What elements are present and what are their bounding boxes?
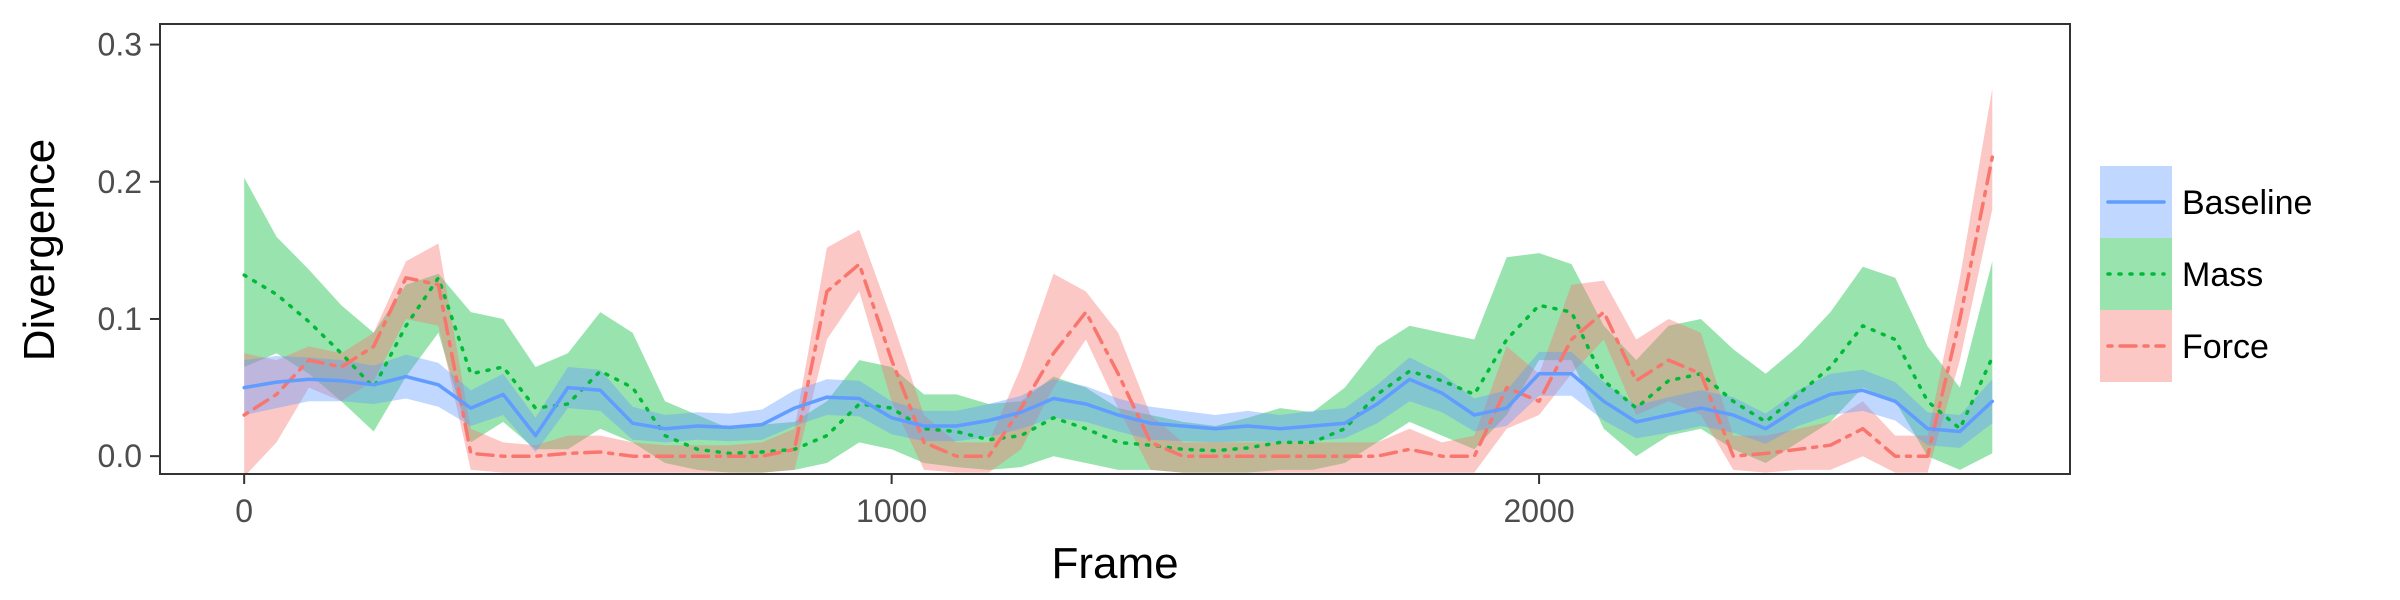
legend-label: Mass: [2182, 256, 2263, 294]
line-force: [242, 155, 1995, 458]
legend-label: Baseline: [2182, 184, 2312, 222]
y-axis: 0.0 0.1 0.2 0.3: [98, 27, 160, 474]
line-baseline: [242, 372, 1995, 438]
y-axis-title: Divergence: [15, 139, 64, 362]
series-lines: [242, 155, 1995, 458]
x-axis-title: Frame: [1051, 539, 1178, 588]
y-tick-label: 0.2: [98, 164, 142, 200]
plot-panel-border: [159, 23, 2071, 475]
legend-label: Force: [2182, 328, 2269, 366]
legend-key-fill: [2100, 238, 2172, 310]
y-tick-label: 0.0: [98, 438, 142, 474]
x-tick-label: 0: [235, 493, 253, 529]
legend-item-baseline: Baseline: [2100, 166, 2312, 238]
x-tick-label: 2000: [1503, 493, 1574, 529]
y-tick-label: 0.3: [98, 27, 142, 63]
x-tick-label: 1000: [856, 493, 927, 529]
band-force: [244, 88, 1993, 474]
y-tick-label: 0.1: [98, 301, 142, 337]
legend: Baseline Mass Force: [2100, 166, 2312, 382]
x-axis: 0 1000 2000: [235, 474, 1575, 529]
legend-item-mass: Mass: [2100, 238, 2263, 310]
legend-item-force: Force: [2100, 310, 2269, 382]
